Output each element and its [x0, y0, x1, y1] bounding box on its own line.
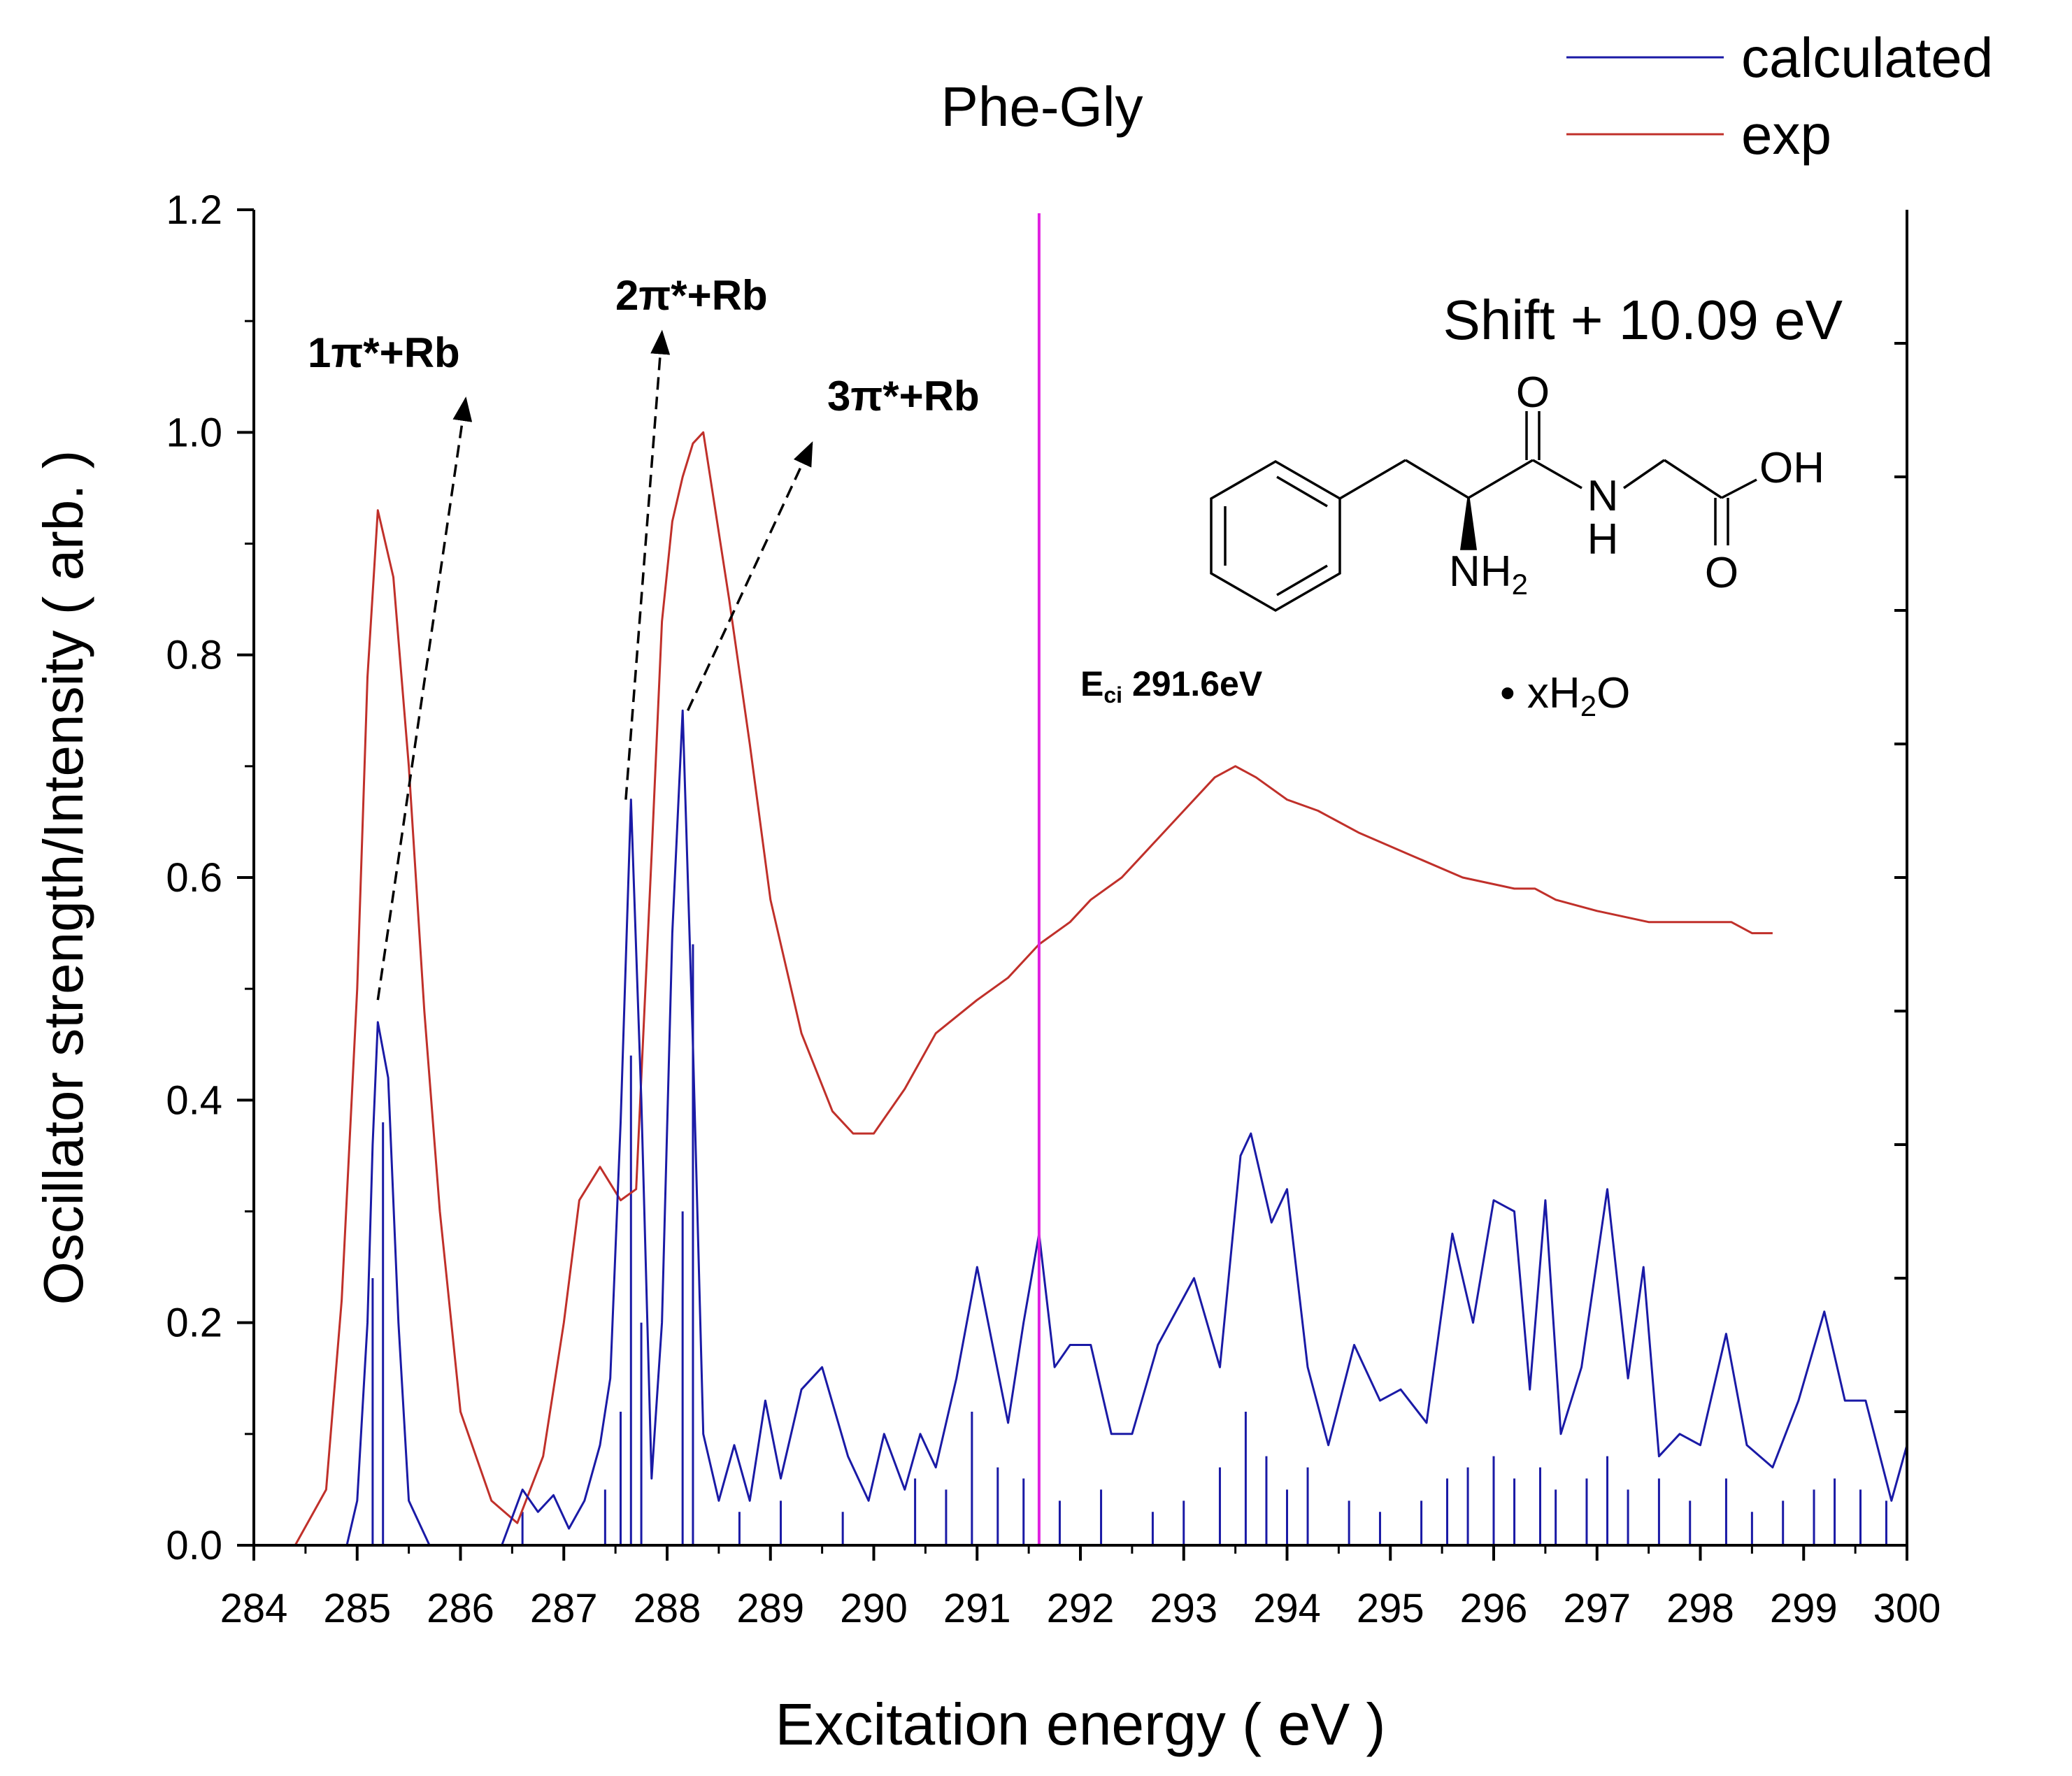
- shift-label: Shift + 10.09 eV: [1443, 289, 1843, 351]
- x-tick-label: 295: [1357, 1586, 1424, 1631]
- series-layer: [294, 431, 1908, 1547]
- mol-water-sub: 2: [1580, 689, 1596, 722]
- legend-label-calculated: calculated: [1741, 27, 1993, 89]
- annotation-label-3pi: 3π*+Rb: [827, 373, 980, 420]
- mol-water: • xH2O: [1500, 669, 1630, 722]
- annotation-arrow: [376, 396, 473, 1001]
- molecule-labels: O OH N H NH2 O • xH2O: [1449, 368, 1824, 722]
- y-tick-label: 0.2: [166, 1301, 222, 1346]
- mol-o-top: O: [1516, 368, 1550, 417]
- bond-ch2-calpha: [1405, 459, 1469, 499]
- bond-c-oh: [1721, 478, 1757, 499]
- bond-calpha-carbonyl: [1468, 459, 1534, 499]
- bond-ch2-cooh: [1664, 459, 1722, 499]
- annotation-label-2pi: 2π*+Rb: [615, 272, 768, 319]
- series-line-exp: [294, 431, 1773, 1546]
- mol-oh: OH: [1759, 444, 1824, 492]
- mol-h: H: [1587, 515, 1619, 564]
- x-tick-label: 299: [1770, 1586, 1838, 1631]
- x-tick-label: 289: [736, 1586, 804, 1631]
- chart-title: Phe-Gly: [941, 76, 1143, 138]
- annotation-arrow: [686, 441, 813, 711]
- bond-ring-ch2: [1339, 459, 1406, 500]
- y-tick-label: 0.4: [166, 1077, 222, 1123]
- x-tick-label: 293: [1150, 1586, 1217, 1631]
- series-line-calculated: [345, 709, 1908, 1547]
- annotation-label-1pi: 1π*+Rb: [308, 329, 460, 376]
- mol-n: N: [1587, 472, 1619, 520]
- right-axis-ticks: [1894, 342, 1907, 1413]
- x-tick-label: 296: [1460, 1586, 1528, 1631]
- legend-label-exp: exp: [1741, 103, 1831, 166]
- benzene-ring: [1210, 459, 1341, 613]
- x-tick-label: 290: [840, 1586, 908, 1631]
- mol-nh2: NH2: [1449, 547, 1528, 601]
- x-tick-label: 284: [220, 1586, 288, 1631]
- y-tick-label: 0.0: [166, 1523, 222, 1568]
- ionization-energy-label: Eci 291.6eV: [1080, 664, 1263, 708]
- y-tick-label: 1.0: [166, 410, 222, 455]
- x-tick-label: 292: [1047, 1586, 1115, 1631]
- y-tick-label: 0.8: [166, 633, 222, 678]
- x-tick-label: 288: [634, 1586, 701, 1631]
- mol-water-prefix: • xH: [1500, 669, 1580, 717]
- y-axis: 0.0 0.2 0.4 0.6 0.8 1.0 1.2: [166, 187, 254, 1568]
- peak-annotations: [376, 329, 813, 1001]
- benzene-inner-bond-1: [1276, 475, 1328, 508]
- x-tick-label: 286: [427, 1586, 494, 1631]
- ionization-label-main: E: [1080, 664, 1103, 703]
- x-axis-label: Excitation energy ( eV ): [775, 1691, 1385, 1757]
- x-tick-label: 287: [530, 1586, 598, 1631]
- y-tick-label: 0.6: [166, 855, 222, 901]
- calculated-stick-spectrum: [371, 944, 1887, 1545]
- mol-o-bottom: O: [1705, 549, 1738, 597]
- legend: calculated exp: [1566, 27, 1993, 166]
- x-tick-label: 298: [1666, 1586, 1734, 1631]
- bond-n-ch2: [1623, 459, 1665, 489]
- x-tick-label: 291: [943, 1586, 1011, 1631]
- ionization-label-value: 291.6eV: [1122, 664, 1263, 703]
- x-tick-label: 297: [1563, 1586, 1631, 1631]
- mol-nh2-main: NH: [1449, 547, 1512, 596]
- mol-nh2-sub: 2: [1512, 568, 1528, 601]
- wedge-bond: [1459, 497, 1478, 550]
- y-tick-label: 1.2: [166, 187, 222, 233]
- benzene-inner-bond-2: [1276, 564, 1328, 596]
- ionization-label-sub: ci: [1103, 682, 1122, 708]
- bond-carbonyl-n: [1532, 459, 1582, 489]
- x-tick-label: 285: [323, 1586, 391, 1631]
- x-axis: 284 285 286 287 288 289 290 291 292 293 294 295 296 2…: [220, 1545, 1941, 1631]
- x-tick-label: 294: [1253, 1586, 1321, 1631]
- mol-water-suffix: O: [1596, 669, 1630, 717]
- x-tick-label: 300: [1873, 1586, 1941, 1631]
- y-axis-label: Oscillator strength/Intensity ( arb. ): [32, 450, 94, 1305]
- molecule-structure: [1210, 411, 1757, 613]
